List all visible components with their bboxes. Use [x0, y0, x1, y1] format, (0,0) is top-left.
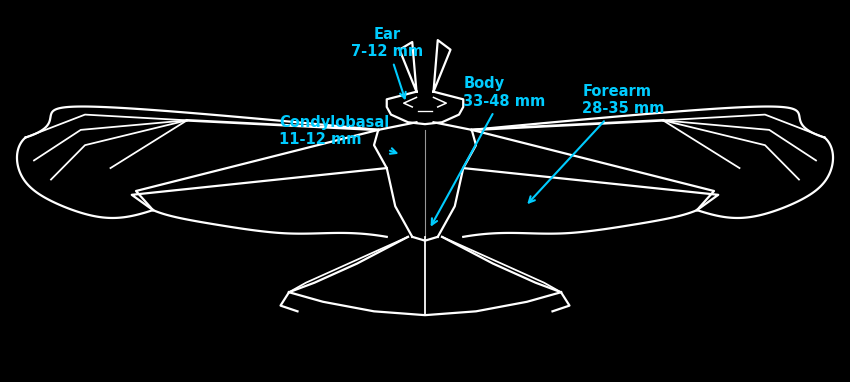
Text: Body
33-48 mm: Body 33-48 mm — [432, 76, 546, 225]
Text: Condylobasal
11-12 mm: Condylobasal 11-12 mm — [279, 115, 396, 154]
Text: Ear
7-12 mm: Ear 7-12 mm — [351, 27, 422, 98]
Text: Forearm
28-35 mm: Forearm 28-35 mm — [529, 84, 665, 202]
